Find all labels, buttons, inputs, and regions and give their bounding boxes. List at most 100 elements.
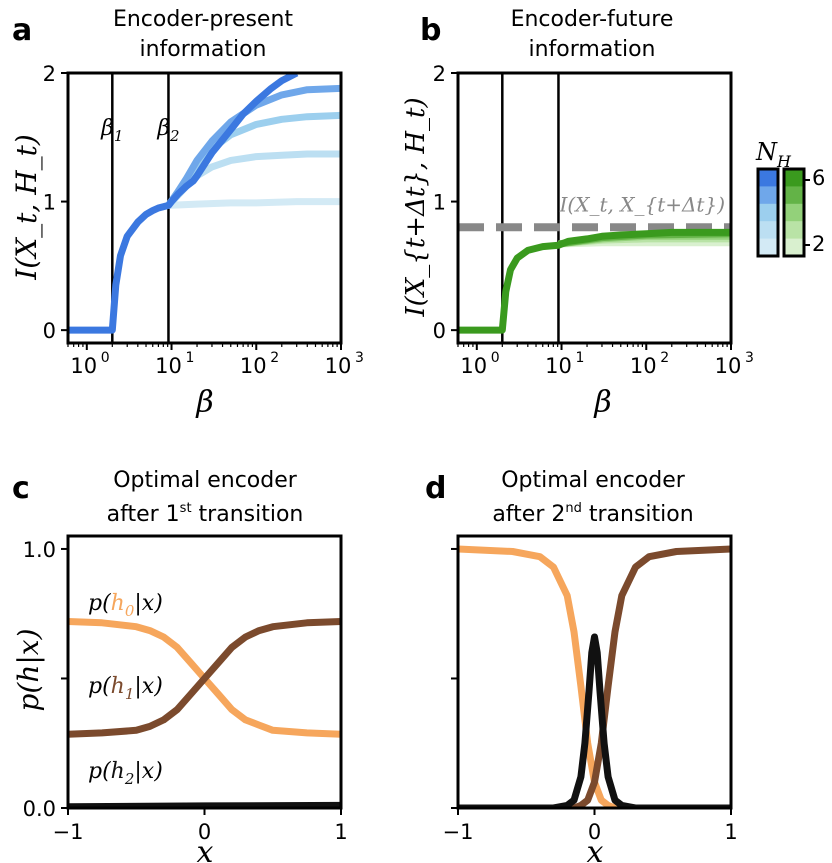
panel-a-series-4	[165, 84, 341, 208]
panel-a-frame	[66, 71, 343, 345]
cb-green-step-4	[784, 238, 804, 257]
panel-b-xtick-label-3: 10	[715, 354, 742, 378]
panel-d-series-group	[458, 545, 731, 808]
panel-a-title-line2: information	[140, 37, 267, 62]
panel-c-title-sup: st	[180, 501, 192, 516]
panel-a-xtick-exp-3: 3	[355, 350, 364, 366]
panel-d-title-after: after 2	[492, 502, 565, 527]
panel-b-xtick-exp-1: 1	[576, 350, 585, 366]
cb-blue-step-4	[758, 238, 778, 257]
panel-a-xtick-label-1: 10	[155, 354, 182, 378]
panel-b-ytick-label-0: 0	[433, 319, 446, 343]
panel-a-xtick-exp-0: 0	[101, 350, 110, 366]
panel-b-title-line1: Encoder-future	[511, 7, 674, 32]
cb-green-step-1	[784, 186, 804, 205]
colorbar-green	[784, 169, 804, 257]
cb-blue-step-2	[758, 203, 778, 222]
panel-b-xtick-label-2: 10	[630, 354, 657, 378]
panel-b-xtick-label-1: 10	[545, 354, 572, 378]
panel-d-xtick-label-0: −1	[443, 820, 474, 844]
panel-d-series-3	[458, 633, 731, 808]
panel-d-xtick-label-1: 0	[588, 820, 601, 844]
panel-c-series-3	[68, 801, 341, 808]
colorbar: NH 6 2	[755, 138, 825, 258]
panel-a-ylabel: I(X_t, H_t)	[10, 134, 43, 281]
panel-b-ytick-label-2: 2	[433, 62, 446, 86]
cb-green-step-0	[784, 169, 804, 187]
cb-green-step-2	[784, 203, 804, 222]
panel-c-series-group	[68, 618, 341, 808]
panel-b-xtick-exp-3: 3	[745, 350, 754, 366]
colorbar-label: NH	[755, 138, 792, 171]
cb-blue-step-3	[758, 221, 778, 240]
panel-d-xtick-label-2: 1	[724, 820, 737, 844]
panel-b-xtick-exp-0: 0	[491, 350, 500, 366]
panel-a-series-5	[68, 73, 299, 334]
panel-c-xlabel: x	[197, 835, 214, 863]
panel-b-xlabel: β	[593, 385, 611, 420]
panel-c-series-2	[68, 618, 341, 738]
panel-d-title-line2: after 2nd transition	[492, 501, 693, 527]
colorbar-green-frame	[782, 167, 806, 258]
panel-a-xtick-label-0: 10	[70, 354, 97, 378]
colorbar-tick-bottom: 2	[812, 232, 825, 256]
cb-green-step-3	[784, 221, 804, 240]
panel-a-ytick-label-1: 1	[43, 191, 56, 215]
panel-a-ytick-label-0: 0	[43, 319, 56, 343]
panel-a-title-line1: Encoder-present	[113, 7, 293, 32]
panel-letter-b: b	[420, 13, 441, 48]
panel-b-title-line2: information	[529, 37, 656, 62]
panel-d-series-2	[458, 545, 731, 808]
cb-blue-step-0	[758, 169, 778, 187]
panel-b-xtick-label-0: 10	[460, 354, 487, 378]
panel-letter-d: d	[425, 471, 446, 506]
panel-a-series-1	[168, 198, 341, 209]
panel-d-title-sup: nd	[565, 501, 582, 516]
panel-d-plot: −1 0 1	[443, 534, 738, 844]
panel-c-title-line1: Optimal encoder	[113, 468, 298, 493]
panel-c-ytick-label-2: 1.0	[23, 538, 56, 562]
panel-c-ylabel: p(h|x)	[12, 628, 45, 711]
panel-b-ylabel: I(X_{t+Δt}, H_t)	[401, 97, 431, 317]
panel-c-xtick-label-1: 0	[198, 820, 211, 844]
panel-b-frame	[456, 71, 733, 345]
panel-a-xtick-exp-1: 1	[186, 350, 195, 366]
panel-letter-a: a	[12, 13, 32, 48]
panel-b-series-5	[458, 228, 731, 334]
colorbar-blue	[758, 169, 778, 257]
colorbar-tick-top: 6	[812, 166, 825, 190]
panel-a-xtick-label-2: 10	[240, 354, 267, 378]
panel-a-xtick-label-3: 10	[325, 354, 352, 378]
panel-c-xtick-label-2: 1	[334, 820, 347, 844]
panel-d-title-transition: transition	[582, 502, 694, 527]
panel-a-vline-label-2: β2	[156, 116, 179, 145]
panel-c-series-label-0: p(h0|x)	[88, 591, 163, 620]
panel-c-ytick-label-0: 0.0	[23, 797, 56, 821]
panel-c-title-after: after 1	[107, 502, 180, 527]
panel-c-title-transition: transition	[192, 502, 304, 527]
panel-c-xtick-label-0: −1	[53, 820, 84, 844]
panel-b-ytick-label-1: 1	[433, 191, 446, 215]
panel-d-title-line1: Optimal encoder	[501, 468, 686, 493]
panel-c-series-label-2: p(h2|x)	[88, 759, 163, 788]
panel-c-title-line2: after 1st transition	[107, 501, 304, 527]
panel-d-xlabel: x	[587, 835, 604, 863]
panel-a-ytick-label-2: 2	[43, 62, 56, 86]
panel-b-hline-label: I(X_t, X_{t+Δt})	[559, 192, 725, 216]
panel-a-xlabel: β	[195, 385, 213, 420]
panel-c-series-label-1: p(h1|x)	[88, 674, 163, 703]
cb-blue-step-1	[758, 186, 778, 205]
colorbar-blue-frame	[756, 167, 780, 258]
panel-a-series-group	[68, 73, 341, 343]
panel-b-xtick-exp-2: 2	[660, 350, 669, 366]
panel-a-xtick-exp-2: 2	[270, 350, 279, 366]
panel-a-vline-label-1: β1	[100, 116, 123, 145]
panel-letter-c: c	[12, 471, 30, 506]
panel-b-series-group	[458, 73, 731, 343]
panel-c-plot: −1 0 1 0.0 1.0 p(h0|x) p(h1|x) p(h2|x)	[23, 534, 348, 844]
colorbar-label-main: N	[755, 138, 778, 166]
colorbar-label-sub: H	[776, 152, 792, 171]
